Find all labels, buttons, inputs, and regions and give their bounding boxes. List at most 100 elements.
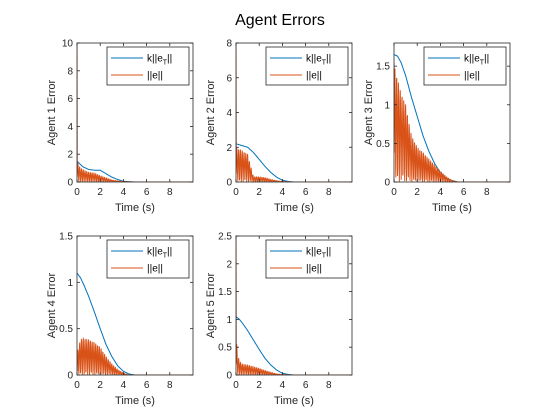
x-tick-label: 8 bbox=[167, 380, 173, 391]
plot-lines bbox=[236, 43, 352, 182]
y-tick-label: 4 bbox=[67, 122, 73, 133]
series-e-line bbox=[77, 337, 193, 375]
legend-label: k||eT|| bbox=[306, 247, 331, 260]
x-tick-label: 8 bbox=[326, 187, 332, 198]
legend: k||eT|| ||e|| bbox=[265, 46, 349, 86]
x-tick-label: 4 bbox=[280, 187, 286, 198]
y-tick-label: 1.5 bbox=[59, 232, 73, 243]
x-axis-label: Time (s) bbox=[432, 202, 472, 214]
subplot-agent-3: 0 2 4 6 8 0 0.5 1 1.5 Time (s) Agent 3 Error k||eT|… bbox=[363, 42, 511, 214]
y-tick-label: 1.5 bbox=[376, 62, 390, 73]
x-tick-label: 8 bbox=[326, 380, 332, 391]
x-tick-label: 0 bbox=[74, 187, 80, 198]
y-axis-label: Agent 2 Error bbox=[205, 79, 217, 145]
subplot-agent-2: 0 2 4 6 8 0 2 4 6 8 Time (s) Agent 2 Error k||eT|| ||… bbox=[205, 39, 353, 214]
subplot-agent-4: 0 2 4 6 8 0 0.5 1 1.5 Time (s) Agent 4 Error k||eT|… bbox=[46, 232, 194, 407]
x-tick-label: 6 bbox=[144, 187, 150, 198]
legend-label: ||e|| bbox=[306, 71, 322, 82]
y-tick-label: 0.5 bbox=[218, 343, 232, 354]
y-tick-label: 2 bbox=[226, 259, 232, 270]
legend-label: ||e|| bbox=[464, 71, 480, 82]
y-tick-label: 1.5 bbox=[218, 287, 232, 298]
plot-lines bbox=[77, 272, 193, 375]
series-k-eT-line bbox=[236, 143, 352, 182]
y-tick-label: 2 bbox=[67, 150, 73, 161]
legend: k||eT|| ||e|| bbox=[106, 239, 190, 279]
y-tick-label: 4 bbox=[226, 108, 232, 119]
x-tick-label: 4 bbox=[121, 187, 127, 198]
x-tick-label: 2 bbox=[256, 380, 262, 391]
y-tick-label: 10 bbox=[62, 39, 74, 50]
x-tick-label: 8 bbox=[167, 187, 173, 198]
y-tick-label: 0 bbox=[384, 178, 390, 189]
legend-box bbox=[265, 46, 349, 86]
x-axis-label: Time (s) bbox=[115, 202, 155, 214]
plot-lines bbox=[236, 236, 352, 375]
x-axis-label: Time (s) bbox=[115, 395, 155, 407]
plot-lines bbox=[77, 43, 193, 182]
x-tick-label: 4 bbox=[121, 380, 127, 391]
subplot-agent-5: 0 2 4 6 8 0 0.5 1 1.5 2 2.5 Time (s) Agent 5 Error k|… bbox=[205, 232, 353, 407]
x-tick-label: 2 bbox=[414, 187, 420, 198]
legend: k||eT|| ||e|| bbox=[265, 239, 349, 279]
legend-box bbox=[423, 46, 507, 86]
series-e-line bbox=[394, 62, 510, 182]
y-tick-label: 1 bbox=[226, 315, 232, 326]
series-e-line bbox=[236, 236, 352, 375]
legend-label: k||eT|| bbox=[306, 54, 331, 67]
legend-label: k||eT|| bbox=[464, 54, 489, 67]
y-tick-label: 8 bbox=[67, 66, 73, 77]
y-tick-label: 0 bbox=[226, 178, 232, 189]
x-tick-label: 8 bbox=[484, 187, 490, 198]
x-tick-label: 6 bbox=[144, 380, 150, 391]
figure-title: Agent Errors bbox=[235, 12, 325, 29]
series-e-line bbox=[77, 43, 193, 182]
y-tick-label: 2 bbox=[226, 143, 232, 154]
series-e-line bbox=[236, 43, 352, 182]
legend-box bbox=[106, 239, 190, 279]
y-axis-label: Agent 3 Error bbox=[363, 79, 375, 145]
y-tick-label: 1 bbox=[67, 278, 73, 289]
legend: k||eT|| ||e|| bbox=[106, 46, 190, 86]
x-axis-label: Time (s) bbox=[274, 395, 314, 407]
y-tick-label: 1 bbox=[384, 100, 390, 111]
x-tick-label: 0 bbox=[233, 187, 239, 198]
legend-label: ||e|| bbox=[147, 71, 163, 82]
x-tick-label: 6 bbox=[461, 187, 467, 198]
axes-box bbox=[235, 235, 353, 376]
legend-label: ||e|| bbox=[147, 264, 163, 275]
x-tick-label: 2 bbox=[97, 187, 103, 198]
y-tick-label: 0 bbox=[67, 371, 73, 382]
y-tick-label: 0.5 bbox=[59, 324, 73, 335]
y-tick-label: 0 bbox=[67, 178, 73, 189]
y-axis-label: Agent 4 Error bbox=[46, 272, 58, 338]
x-tick-label: 4 bbox=[438, 187, 444, 198]
legend-label: ||e|| bbox=[306, 264, 322, 275]
x-tick-label: 0 bbox=[391, 187, 397, 198]
legend: k||eT|| ||e|| bbox=[423, 46, 507, 86]
x-tick-label: 6 bbox=[303, 187, 309, 198]
y-axis-label: Agent 1 Error bbox=[46, 79, 58, 145]
y-tick-label: 0 bbox=[226, 371, 232, 382]
subplot-agent-1: 0 2 4 6 8 0 2 4 6 8 10 Time (s) Agent 1 Error k||eT||… bbox=[46, 39, 194, 214]
x-tick-label: 4 bbox=[280, 380, 286, 391]
axes-box bbox=[76, 42, 194, 183]
x-tick-label: 2 bbox=[256, 187, 262, 198]
series-k-eT-line bbox=[77, 160, 193, 182]
x-axis-label: Time (s) bbox=[274, 202, 314, 214]
y-tick-label: 8 bbox=[226, 39, 232, 50]
plot-lines bbox=[394, 54, 510, 182]
y-tick-label: 6 bbox=[67, 94, 73, 105]
series-k-eT-line bbox=[236, 316, 352, 375]
axes-box bbox=[76, 235, 194, 376]
x-tick-label: 6 bbox=[303, 380, 309, 391]
legend-label: k||eT|| bbox=[147, 54, 172, 67]
series-k-eT-line bbox=[77, 272, 193, 375]
legend-label: k||eT|| bbox=[147, 247, 172, 260]
legend-box bbox=[106, 46, 190, 86]
y-tick-label: 0.5 bbox=[376, 139, 390, 150]
y-axis-label: Agent 5 Error bbox=[205, 272, 217, 338]
x-tick-label: 2 bbox=[97, 380, 103, 391]
axes-box bbox=[393, 42, 511, 183]
